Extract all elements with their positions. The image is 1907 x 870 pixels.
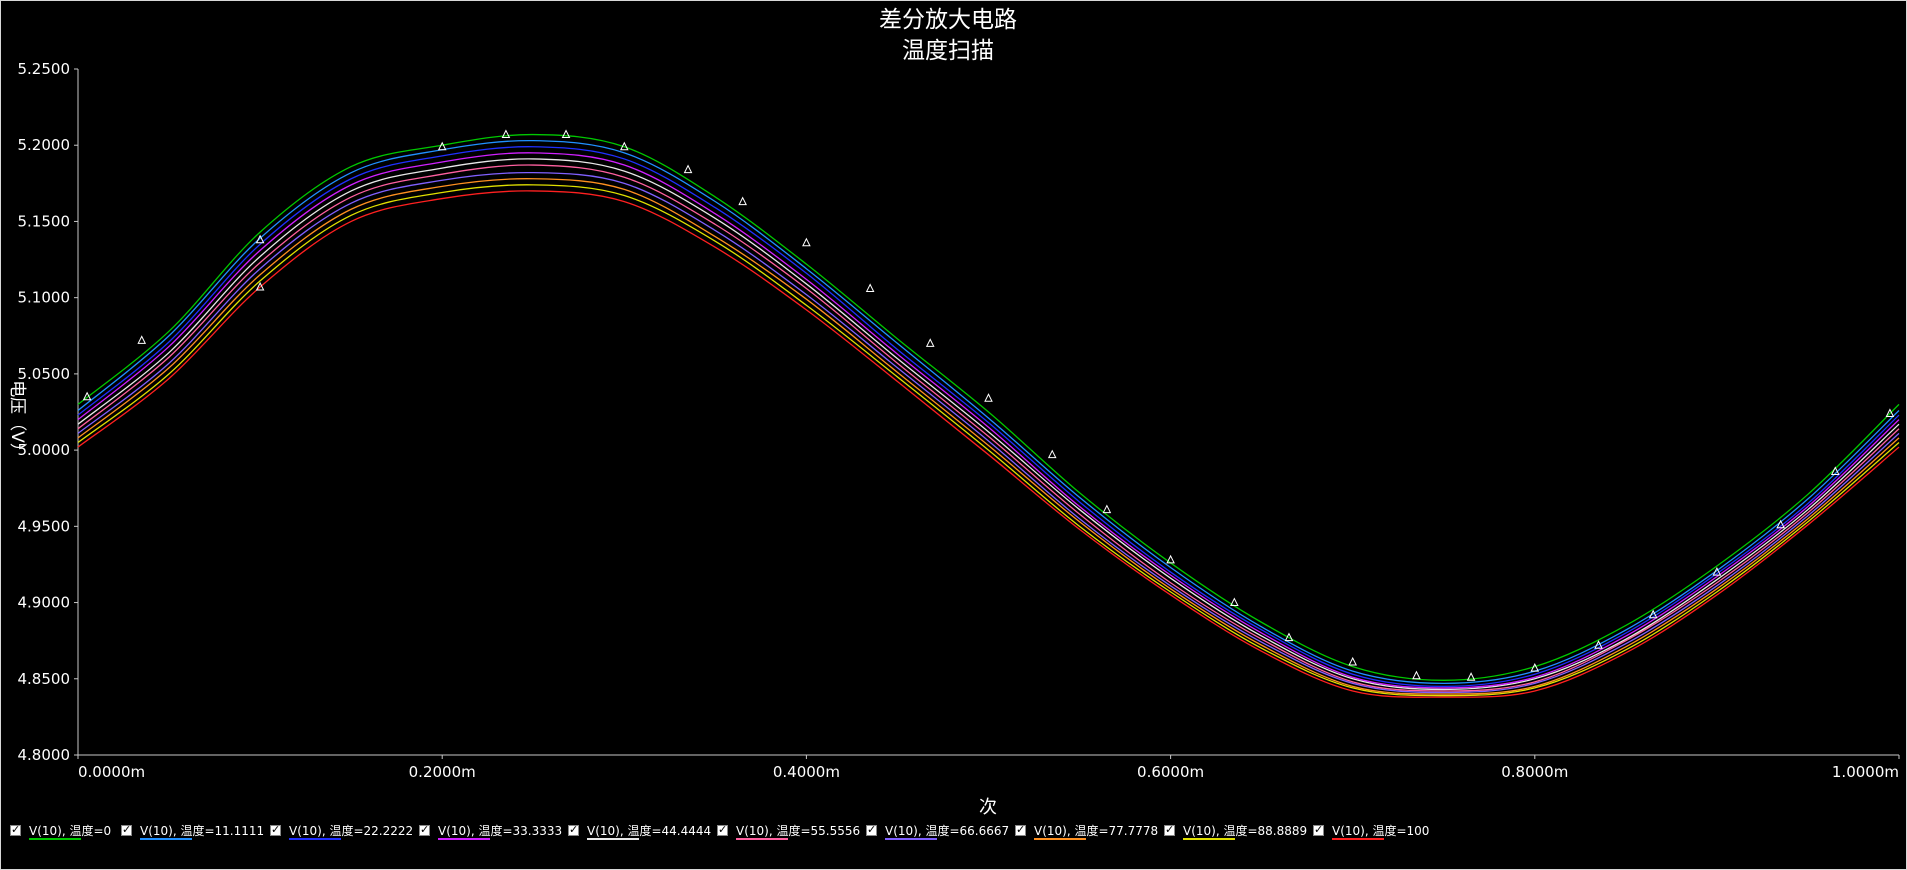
data-marker xyxy=(619,141,629,151)
series-line-7 xyxy=(77,178,1900,695)
marker-group xyxy=(82,129,1895,681)
data-marker xyxy=(501,129,511,139)
legend-checkbox[interactable] xyxy=(10,823,21,836)
data-marker xyxy=(1284,632,1294,642)
y-tick-label: 4.9000 xyxy=(18,594,71,612)
series-line-4 xyxy=(77,158,1900,691)
x-tick-label: 0.6000m xyxy=(1137,763,1204,781)
data-marker xyxy=(1594,640,1603,649)
data-marker xyxy=(1047,449,1057,459)
legend-swatch xyxy=(438,838,490,840)
y-tick-label: 5.0000 xyxy=(18,441,71,459)
legend-checkbox[interactable] xyxy=(717,823,728,836)
data-marker xyxy=(137,335,147,344)
legend-label: V(10), 温度=11.1111 xyxy=(140,824,265,838)
data-marker xyxy=(561,129,571,139)
series-line-2 xyxy=(77,146,1900,688)
data-marker xyxy=(1712,566,1722,576)
data-marker xyxy=(1412,670,1421,680)
data-marker xyxy=(1530,662,1540,672)
y-tick-label: 4.9500 xyxy=(18,517,71,535)
x-tick-label: 1.0000m xyxy=(1832,763,1899,781)
data-marker xyxy=(255,234,265,244)
y-tick-label: 5.2500 xyxy=(18,60,71,78)
legend-checkbox[interactable] xyxy=(1164,823,1175,836)
data-marker xyxy=(1102,504,1112,514)
y-tick-label: 5.2000 xyxy=(18,136,71,154)
legend-swatch xyxy=(736,838,788,840)
series-line-6 xyxy=(77,171,1900,694)
x-tick-label: 0.2000m xyxy=(409,763,476,781)
data-marker xyxy=(802,237,811,247)
legend-swatch xyxy=(587,838,639,840)
legend-label: V(10), 温度=33.3333 xyxy=(438,824,563,838)
data-marker xyxy=(1230,597,1239,607)
x-tick-label: 0.4000m xyxy=(773,763,840,781)
data-marker xyxy=(865,283,875,293)
series-line-3 xyxy=(77,152,1900,689)
legend-swatch xyxy=(29,838,81,840)
data-marker xyxy=(1466,672,1476,681)
data-marker xyxy=(437,141,447,151)
y-tick-label: 4.8000 xyxy=(18,746,71,764)
y-tick-label: 5.0500 xyxy=(18,365,71,383)
series-line-8 xyxy=(77,184,1900,697)
series-line-1 xyxy=(77,139,1900,685)
axes: 5.2500 5.2000 5.1500 5.1000 5.0500 5.0000 4.95… xyxy=(18,60,1900,781)
legend-label: V(10), 温度=66.6667 xyxy=(885,824,1010,838)
series-line-0 xyxy=(77,133,1900,681)
data-marker xyxy=(1648,609,1658,619)
legend-checkbox[interactable] xyxy=(419,823,430,836)
y-axis-label: 电压（V） xyxy=(7,380,27,460)
legend-checkbox[interactable] xyxy=(866,823,877,836)
legend-checkbox[interactable] xyxy=(568,823,579,836)
legend-swatch xyxy=(140,838,192,840)
y-tick-label: 5.1500 xyxy=(18,212,71,230)
data-marker xyxy=(683,164,693,174)
legend-label: V(10), 温度=100 xyxy=(1332,824,1430,838)
x-tick-label: 0.8000m xyxy=(1501,763,1568,781)
data-marker xyxy=(925,338,935,347)
y-tick-label: 4.8500 xyxy=(18,670,71,688)
legend-swatch xyxy=(885,838,937,840)
legend-checkbox[interactable] xyxy=(1015,823,1026,836)
legend-swatch xyxy=(1332,838,1384,840)
chart-subtitle: 温度扫描 xyxy=(902,38,994,64)
legend-swatch xyxy=(289,838,341,840)
legend-swatch xyxy=(1034,838,1086,840)
chart-title: 差分放大电路 xyxy=(879,7,1017,33)
data-marker xyxy=(1166,554,1175,564)
y-tick-label: 5.1000 xyxy=(18,289,71,307)
legend-label: V(10), 温度=88.8889 xyxy=(1183,824,1308,838)
series-line-5 xyxy=(77,164,1900,692)
data-marker xyxy=(82,391,92,401)
data-marker xyxy=(255,281,265,291)
data-marker xyxy=(1885,408,1895,418)
legend-swatch xyxy=(1183,838,1235,840)
legend-label: V(10), 温度=44.4444 xyxy=(587,824,712,838)
legend-label: V(10), 温度=22.2222 xyxy=(289,824,414,838)
series-line-9 xyxy=(77,190,1900,698)
legend-label: V(10), 温度=77.7778 xyxy=(1034,824,1159,838)
legend-label: V(10), 温度=55.5556 xyxy=(736,824,861,838)
legend-checkbox[interactable] xyxy=(121,823,132,836)
legend-checkbox[interactable] xyxy=(270,823,281,836)
chart-svg: 差分放大电路 温度扫描 5.2500 5.2000 5.1500 5.1000 5.05… xyxy=(7,7,1900,818)
data-marker xyxy=(1348,656,1358,666)
legend: V(10), 温度=0 V(10), 温度=11.1111 V(10), 温度=22… xyxy=(0,821,1907,841)
data-marker xyxy=(1776,519,1785,529)
data-marker xyxy=(738,196,747,206)
x-axis-label: 次 xyxy=(979,797,997,818)
legend-checkbox[interactable] xyxy=(1313,823,1324,836)
legend-label: V(10), 温度=0 xyxy=(29,824,112,838)
data-marker xyxy=(984,393,993,402)
series-group xyxy=(77,133,1900,698)
data-marker xyxy=(1830,466,1840,475)
x-tick-label: 0.0000m xyxy=(78,763,145,781)
